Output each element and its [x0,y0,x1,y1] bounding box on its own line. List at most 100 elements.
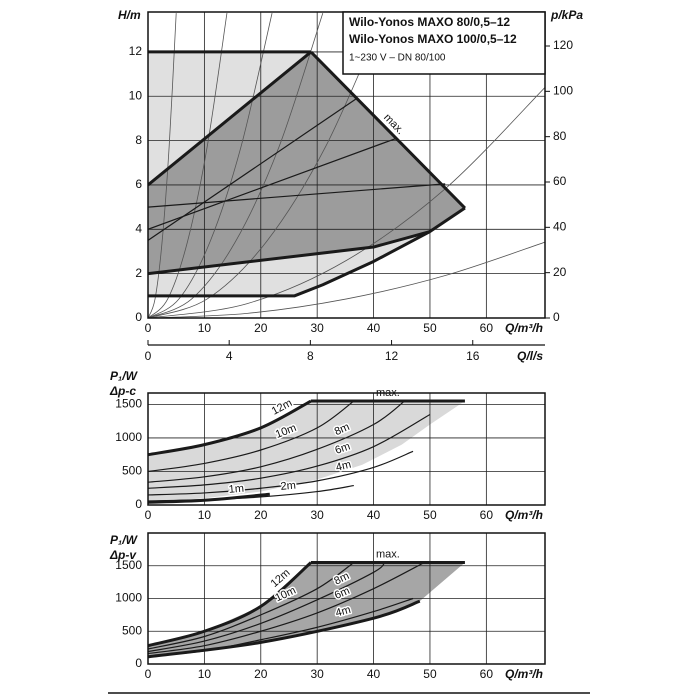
curve [148,450,414,496]
y2-tick-label: 0 [553,310,560,324]
x-tick-label: 10 [198,321,212,335]
x-tick-label: 20 [254,321,268,335]
x-tick-label: 60 [480,667,494,681]
y2-tick-label: 60 [553,174,567,188]
x-tick-label: 40 [367,667,381,681]
x-tick-label: 30 [310,667,324,681]
curve-label: 4m [335,459,353,474]
y-tick-label: 6 [135,177,142,191]
y-tick-label: 1500 [115,397,142,411]
y-tick-label: 500 [122,623,142,637]
x-tick-label: 50 [423,321,437,335]
system-curve [148,13,177,318]
plot-frame [147,532,546,665]
region [148,51,465,274]
curve [148,562,386,653]
chart-title: Wilo-Yonos MAXO 100/0,5–12 [349,32,517,46]
curve [148,230,431,276]
title-frame [342,11,546,75]
plots: max.0 10 20 30 40 50 60024681012Q/m³/hH/m02040… [109,8,583,681]
y-tick-label: 4 [135,221,142,235]
curve [148,413,431,489]
y-tick-label: 2 [135,266,142,280]
system-curve [148,13,228,318]
region [148,401,465,503]
y2-tick-label: 20 [553,265,567,279]
x2-tick-label: 8 [307,349,314,363]
y-axis-label: P₁/W [110,533,139,547]
curve [148,183,446,208]
system-curve [148,13,273,318]
y-tick-label: 1000 [115,430,142,444]
curve [148,400,405,483]
x2-tick-label: 0 [145,349,152,363]
x-tick-label: 10 [198,508,212,522]
curve [148,561,425,655]
curve [148,492,270,504]
system-curve [148,241,545,318]
x2-axis-label: Q/l/s [517,349,543,363]
curve [148,400,355,473]
x2-tick-label: 16 [466,349,480,363]
plot-frame [147,392,546,506]
y-tick-label: 10 [129,88,143,102]
y-axis-label: P₁/W [110,369,139,383]
y-tick-label: 1500 [115,558,142,572]
x-tick-label: 20 [254,667,268,681]
chart-title: Wilo-Yonos MAXO 80/0,5–12 [349,15,510,29]
x-axis-label: Q/m³/h [505,667,543,681]
x-tick-label: 50 [423,508,437,522]
system-curve [148,12,386,318]
system-curve [148,12,324,318]
y-tick-label: 8 [135,133,142,147]
x-tick-label: 60 [480,321,494,335]
x-tick-label: 0 [145,667,152,681]
curve-label: max. [376,548,400,560]
region [148,562,465,657]
y-tick-label: 0 [135,497,142,511]
y-axis-label: Δp-v [109,548,137,562]
curve-label: 2m [280,480,296,493]
x-tick-label: 40 [367,321,381,335]
x-tick-label: 10 [198,667,212,681]
curve-label: 1m [228,483,244,496]
curve [309,50,466,210]
y2-axis-label: p/kPa [550,8,583,22]
curve-label: 4m [334,604,352,620]
chart-subtitle: 1~230 V – DN 80/100 [349,53,446,64]
curve [148,50,312,187]
y-tick-label: 1000 [115,591,142,605]
x-tick-label: 30 [310,508,324,522]
y2-tick-label: 120 [553,38,573,52]
curve [148,399,312,457]
y2-tick-label: 80 [553,129,567,143]
y-axis-label: H/m [118,8,141,22]
y-tick-label: 500 [122,464,142,478]
x-axis-label: Q/m³/h [505,508,543,522]
x-tick-label: 20 [254,508,268,522]
y-tick-label: 12 [129,44,143,58]
plot-area [148,12,545,318]
curve [148,599,421,659]
y-tick-label: 0 [135,656,142,670]
plot-area [148,533,545,664]
x2-tick-label: 4 [226,349,233,363]
curve [148,137,397,230]
y-tick-label: 0 [135,310,142,324]
x-axis-label: Q/m³/h [505,321,543,335]
system-curve [148,87,545,318]
x-tick-label: 50 [423,667,437,681]
plot-area [148,393,545,505]
x-tick-label: 40 [367,508,381,522]
x2-tick-label: 12 [385,349,399,363]
curve [148,97,357,241]
x-tick-label: 30 [310,321,324,335]
x-tick-label: 0 [145,508,152,522]
title-box: Wilo-Yonos MAXO 80/0,5–12 Wilo-Yonos MAX… [342,11,546,75]
y2-tick-label: 100 [553,84,573,98]
x-tick-label: 60 [480,508,494,522]
curve [148,561,355,650]
x-tick-label: 0 [145,321,152,335]
